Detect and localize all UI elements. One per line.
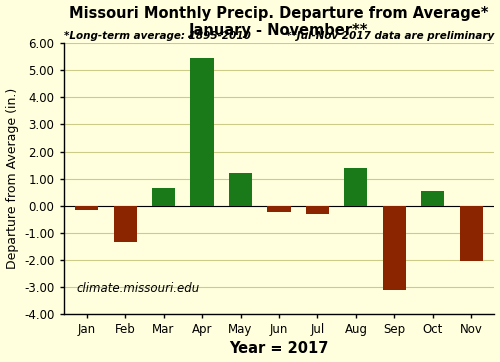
Y-axis label: Departure from Average (in.): Departure from Average (in.) (6, 88, 18, 269)
X-axis label: Year = 2017: Year = 2017 (230, 341, 328, 357)
Text: *Long-term average: 1895-2010: *Long-term average: 1895-2010 (64, 31, 250, 42)
Title: Missouri Monthly Precip. Departure from Average*
January - November**: Missouri Monthly Precip. Departure from … (69, 5, 488, 38)
Bar (190, 58, 214, 206)
Bar (460, 206, 483, 261)
Text: **Jul-Nov 2017 data are preliminary: **Jul-Nov 2017 data are preliminary (286, 31, 494, 42)
Bar (344, 168, 368, 206)
Bar (422, 191, 444, 206)
Bar (75, 206, 98, 210)
Bar (306, 206, 329, 214)
Bar (268, 206, 290, 212)
Bar (383, 206, 406, 290)
Bar (152, 188, 175, 206)
Text: climate.missouri.edu: climate.missouri.edu (76, 282, 200, 295)
Bar (114, 206, 136, 242)
Bar (229, 173, 252, 206)
